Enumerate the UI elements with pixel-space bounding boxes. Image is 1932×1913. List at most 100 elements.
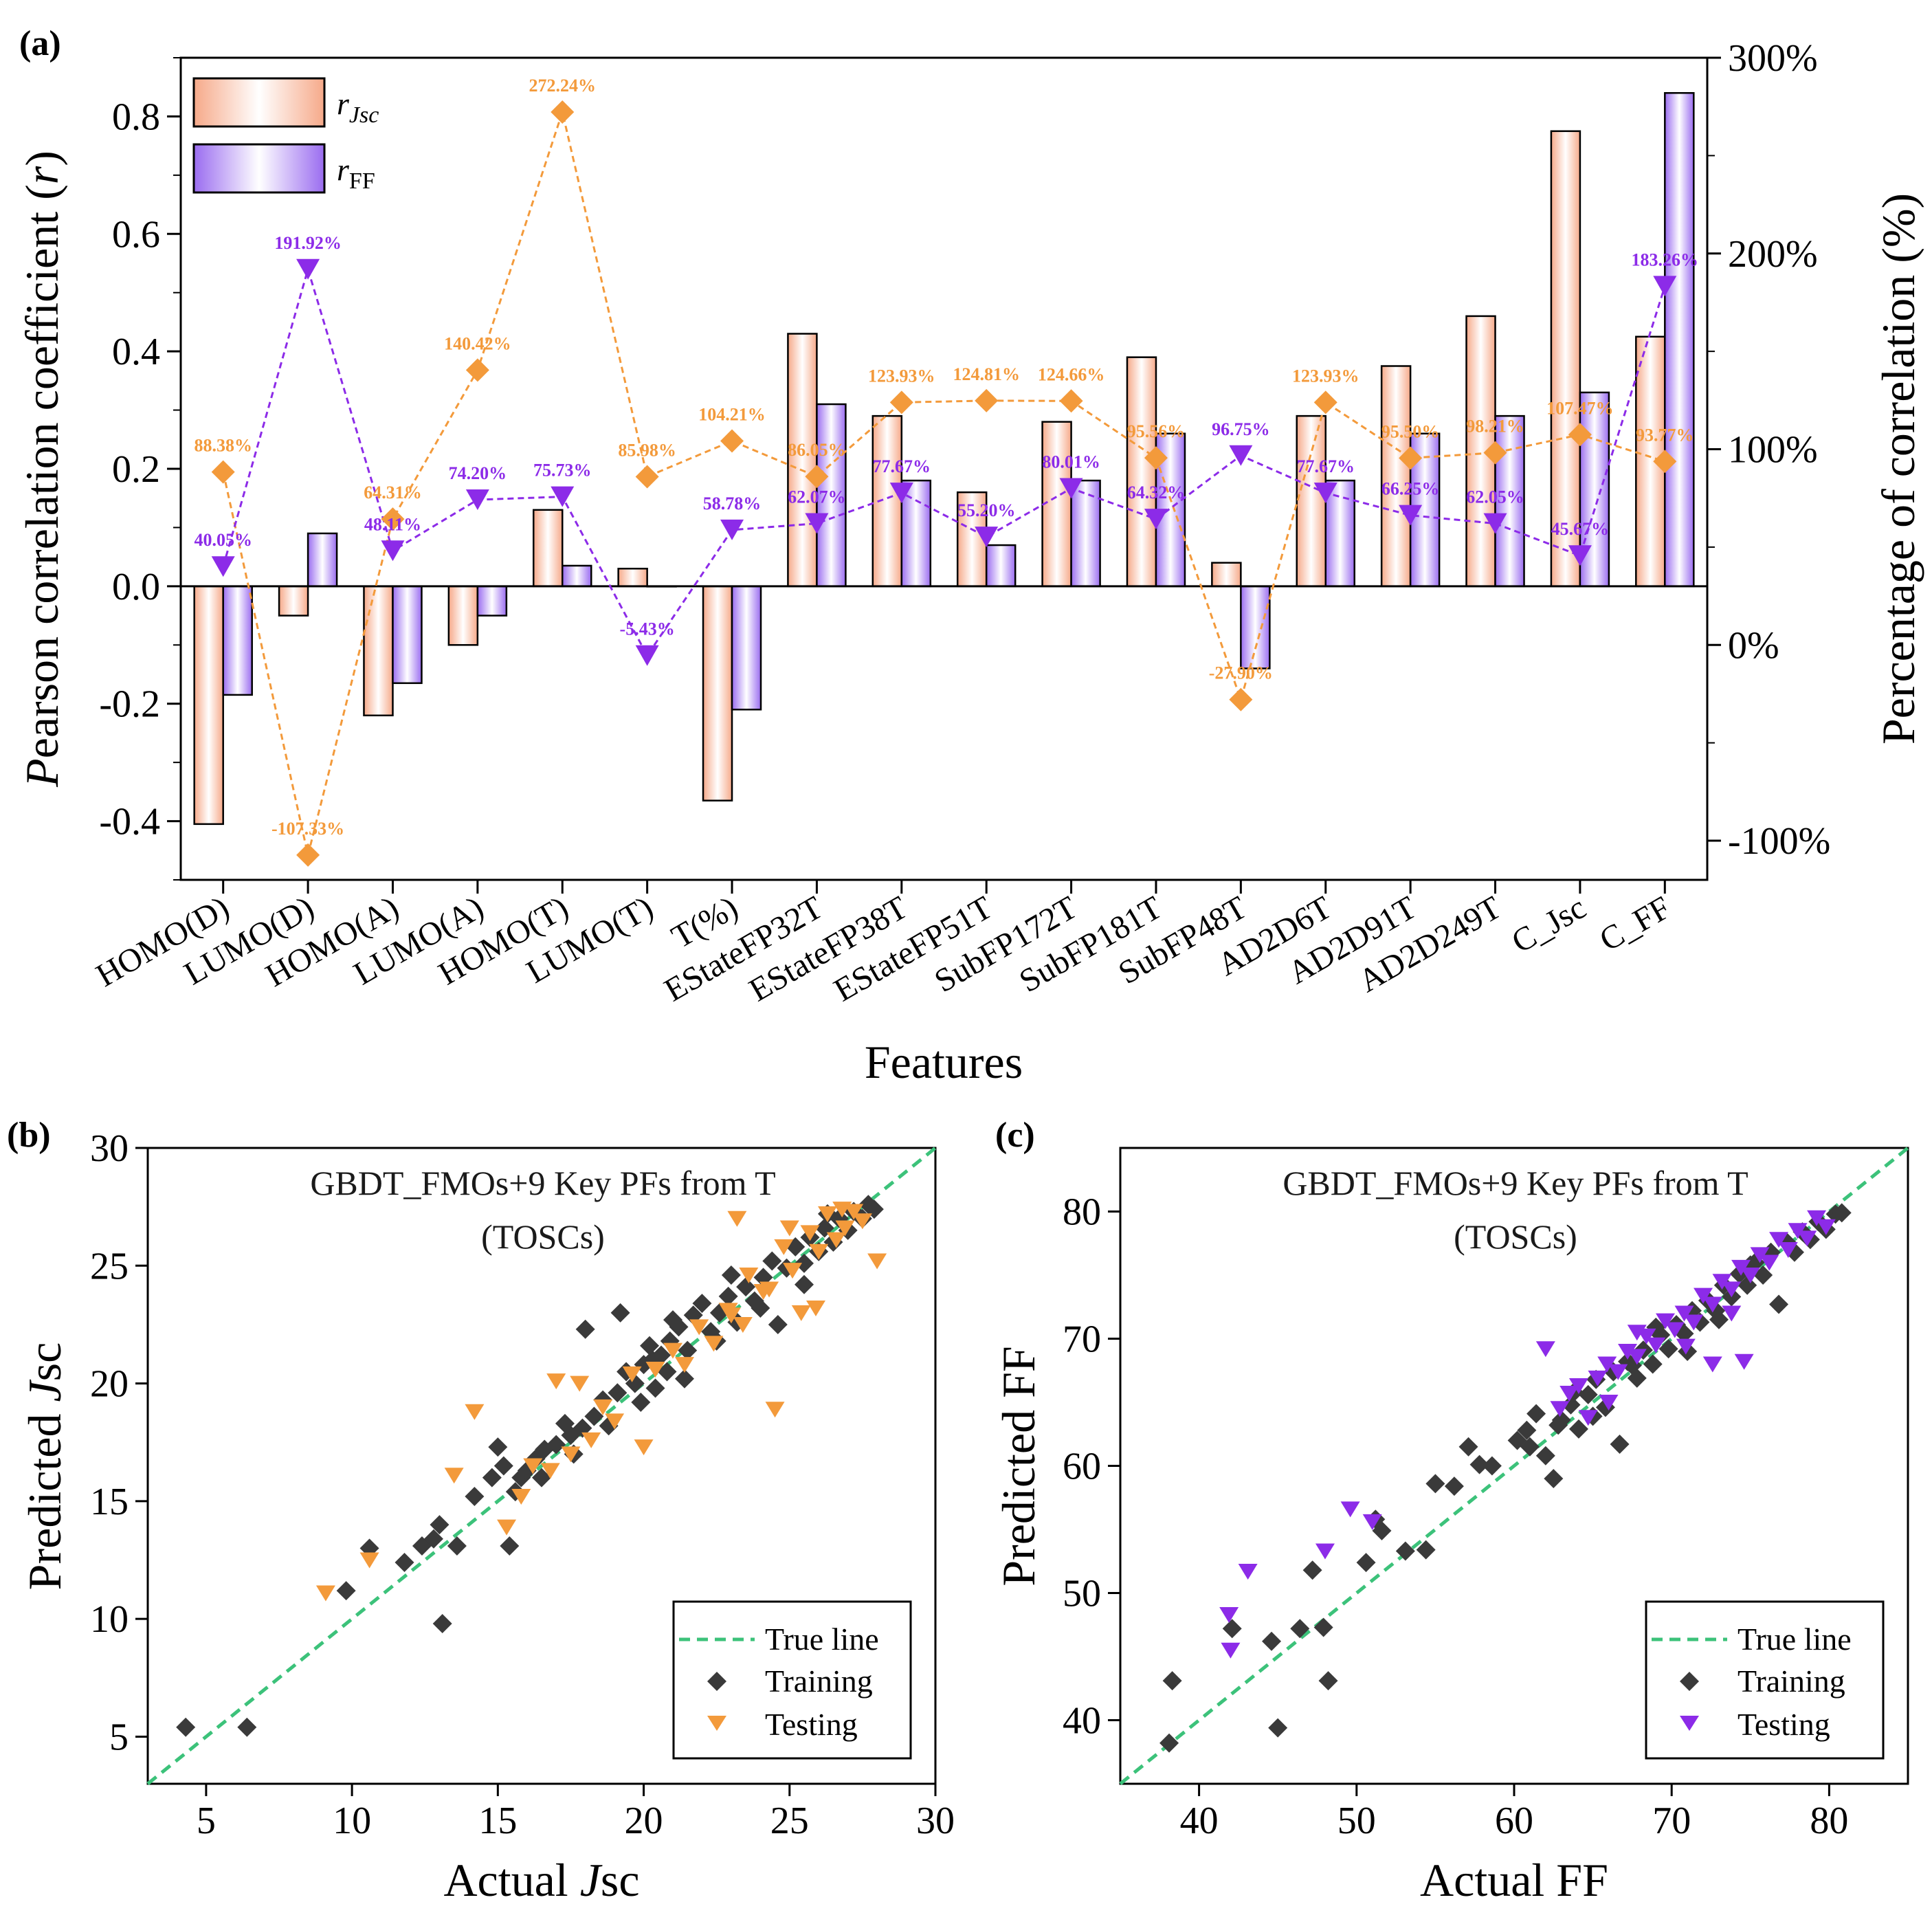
line-pct-jsc bbox=[222, 108, 1665, 856]
label-pct-ff: 45.67% bbox=[1551, 519, 1610, 539]
training-point bbox=[1526, 1404, 1546, 1424]
training-point bbox=[1517, 1420, 1537, 1440]
marker-pct-ff bbox=[635, 645, 659, 666]
legend-label-r-ff: rFF bbox=[337, 152, 375, 194]
marker-pct-ff bbox=[1483, 513, 1507, 534]
testing-point bbox=[1778, 1242, 1798, 1258]
testing-point bbox=[1684, 1314, 1704, 1331]
label-pct-ff: 77.67% bbox=[873, 456, 931, 476]
marker-pct-ff bbox=[1229, 445, 1253, 466]
x-tick-label: 50 bbox=[1337, 1800, 1376, 1842]
panel-c: (c) 40 50 60 70 80 40 50 60 70 80 GBDT_FMOs+9 Key… bbox=[992, 1116, 1909, 1906]
training-point bbox=[751, 1298, 770, 1318]
label-pct-jsc: 107.47% bbox=[1546, 398, 1614, 418]
x-tick-label: 80 bbox=[1810, 1800, 1848, 1842]
testing-point bbox=[1608, 1364, 1628, 1380]
testing-point bbox=[465, 1404, 485, 1420]
marker-pct-ff bbox=[1144, 509, 1168, 530]
label-pct-jsc: 104.21% bbox=[698, 405, 766, 425]
panel-c-title-line1: GBDT_FMOs+9 Key PFs from T bbox=[1283, 1164, 1748, 1202]
training-point bbox=[678, 1340, 698, 1360]
training-point bbox=[736, 1277, 756, 1297]
training-point bbox=[176, 1717, 196, 1737]
label-pct-jsc: 88.38% bbox=[194, 436, 252, 456]
training-point bbox=[1262, 1631, 1282, 1651]
label-pct-ff: 96.75% bbox=[1212, 419, 1270, 439]
testing-point bbox=[844, 1204, 864, 1220]
testing-point bbox=[546, 1373, 566, 1390]
training-point bbox=[532, 1468, 551, 1488]
testing-point bbox=[1340, 1501, 1360, 1518]
bar-r-jsc bbox=[447, 585, 479, 646]
y2-tick-label: 300% bbox=[1728, 37, 1818, 80]
training-point bbox=[1578, 1384, 1598, 1404]
x-category-label: C_FF bbox=[1594, 889, 1677, 959]
training-point bbox=[1290, 1619, 1310, 1639]
training-point bbox=[1769, 1294, 1789, 1314]
y-tick-label: -0.4 bbox=[99, 801, 160, 843]
x-tick-label: 30 bbox=[916, 1800, 955, 1842]
bar-r-ff bbox=[985, 544, 1017, 588]
testing-point bbox=[1816, 1219, 1836, 1235]
marker-pct-ff bbox=[1653, 276, 1677, 297]
testing-point bbox=[1734, 1353, 1754, 1370]
label-pct-jsc: -27.90% bbox=[1209, 663, 1273, 683]
testing-point bbox=[1588, 1370, 1608, 1386]
y-tick-label: 0.0 bbox=[112, 566, 160, 608]
testing-point bbox=[791, 1305, 811, 1321]
training-point bbox=[1313, 1617, 1333, 1637]
testing-point bbox=[1219, 1606, 1239, 1623]
y2-tick-label: -100% bbox=[1728, 820, 1830, 863]
testing-point bbox=[832, 1202, 852, 1218]
line-pct-ff bbox=[222, 265, 1666, 658]
training-point bbox=[1520, 1437, 1540, 1457]
label-pct-ff: 183.26% bbox=[1632, 250, 1699, 269]
training-point bbox=[674, 1369, 694, 1389]
panel-a-y2-axis-title: Percentage of correlation (%) bbox=[1872, 193, 1924, 744]
testing-point bbox=[634, 1439, 654, 1456]
testing-point bbox=[774, 1239, 794, 1255]
training-point bbox=[1159, 1733, 1179, 1753]
marker-pct-jsc bbox=[1229, 687, 1253, 711]
label-pct-ff: 62.05% bbox=[1466, 487, 1524, 507]
bar-r-jsc bbox=[617, 567, 648, 588]
testing-point bbox=[444, 1468, 464, 1484]
y-tick-label: 5 bbox=[109, 1716, 129, 1758]
legend-training-label: Training bbox=[765, 1663, 873, 1699]
panel-a-x-axis: HOMO(D)LUMO(D)HOMO(A)LUMO(A)HOMO(T)LUMO(… bbox=[90, 880, 1677, 1009]
label-pct-ff: 64.32% bbox=[1127, 483, 1186, 502]
training-point bbox=[768, 1314, 788, 1334]
testing-point bbox=[817, 1206, 837, 1222]
training-point bbox=[1643, 1354, 1663, 1374]
x-tick-label: 40 bbox=[1180, 1800, 1219, 1842]
panel-b-frame bbox=[146, 1147, 937, 1785]
panel-c-y-axis-title: Predicted FF bbox=[992, 1346, 1045, 1586]
testing-point bbox=[1676, 1338, 1696, 1355]
testing-point bbox=[727, 1210, 747, 1227]
y-tick-label: 50 bbox=[1063, 1573, 1101, 1615]
testing-point bbox=[663, 1342, 682, 1359]
label-pct-ff: 48.11% bbox=[364, 514, 421, 534]
y-tick-label: 70 bbox=[1063, 1318, 1101, 1361]
testing-point bbox=[1740, 1268, 1760, 1283]
marker-pct-jsc bbox=[635, 465, 659, 489]
label-pct-jsc: 95.50% bbox=[1381, 421, 1440, 441]
bar-r-ff bbox=[476, 585, 508, 617]
marker-pct-ff bbox=[805, 513, 829, 534]
training-point bbox=[608, 1383, 628, 1403]
testing-point bbox=[645, 1362, 665, 1378]
training-point bbox=[488, 1437, 508, 1457]
testing-point bbox=[561, 1446, 581, 1463]
testing-point bbox=[704, 1336, 724, 1352]
training-point bbox=[1658, 1339, 1678, 1359]
testing-point bbox=[511, 1489, 531, 1505]
panel-b-x-axis-title: Actual Jsc bbox=[443, 1854, 639, 1906]
y-tick-label: 15 bbox=[90, 1481, 129, 1523]
training-point bbox=[447, 1536, 467, 1556]
testing-point bbox=[1535, 1341, 1555, 1358]
bar-r-ff bbox=[307, 532, 338, 588]
panel-c-x-axis-title: Actual FF bbox=[1420, 1854, 1608, 1906]
y-tick-label: 25 bbox=[90, 1245, 129, 1287]
legend-training-marker bbox=[707, 1672, 726, 1691]
testing-point bbox=[1597, 1356, 1617, 1373]
